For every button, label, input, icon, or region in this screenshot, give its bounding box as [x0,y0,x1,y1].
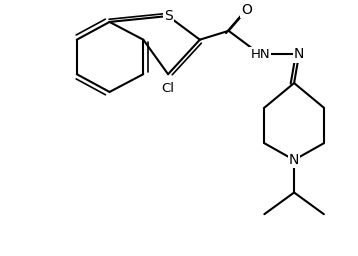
Text: O: O [241,3,252,17]
Text: N: N [289,153,299,167]
Text: S: S [164,9,173,23]
Text: N: N [294,47,304,61]
Text: Cl: Cl [161,82,175,95]
Text: HN: HN [251,48,270,61]
